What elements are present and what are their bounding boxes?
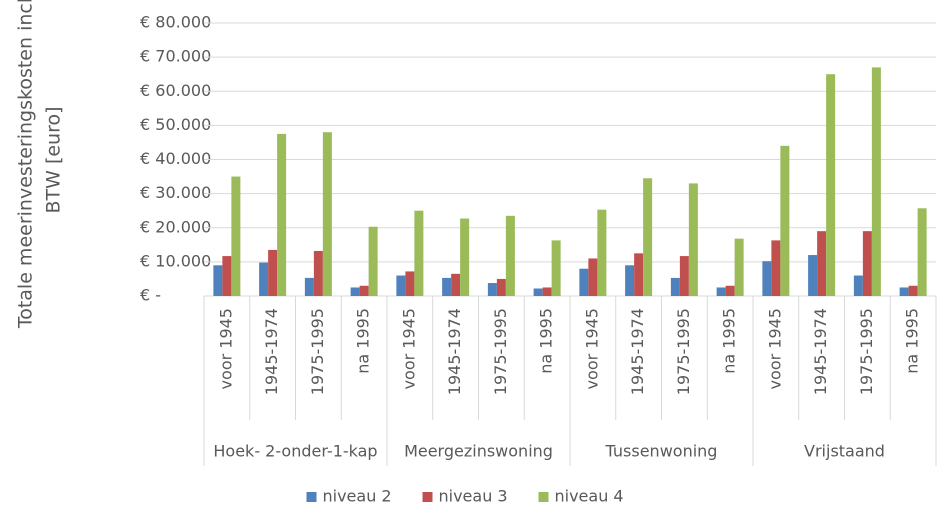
- bar: [643, 178, 653, 296]
- bar: [496, 278, 506, 296]
- bar: [817, 231, 827, 296]
- bar: [259, 262, 269, 296]
- bar: [862, 231, 872, 296]
- bar: [304, 277, 314, 296]
- y-axis-title-line: Totale meerinvesteringskosten incl.: [15, 0, 37, 329]
- bar: [597, 209, 607, 296]
- bar: [359, 285, 369, 296]
- bar: [451, 273, 461, 296]
- x-tick-label: 1975-1995: [674, 308, 693, 395]
- bar: [725, 285, 735, 296]
- x-tick-label: voor 1945: [765, 308, 784, 389]
- bar: [670, 277, 680, 296]
- legend-swatch: [422, 492, 433, 502]
- bar: [231, 176, 241, 296]
- bar: [442, 277, 452, 296]
- x-tick-label: voor 1945: [582, 308, 601, 389]
- x-tick-label: na 1995: [903, 308, 922, 374]
- x-tick-label: 1945-1974: [445, 308, 464, 395]
- bar: [350, 287, 360, 296]
- bar: [853, 275, 863, 296]
- x-tick-label: 1975-1995: [308, 308, 327, 395]
- y-tick-label: € 60.000: [140, 81, 211, 100]
- bar: [899, 287, 909, 296]
- bar: [487, 283, 497, 296]
- bar: [542, 287, 552, 296]
- y-axis-title-line: BTW [euro]: [43, 106, 65, 213]
- bar: [579, 268, 589, 296]
- x-tick-label: na 1995: [537, 308, 556, 374]
- y-tick-label: € 30.000: [140, 183, 211, 202]
- y-tick-label: € 80.000: [140, 13, 211, 32]
- bar: [871, 67, 881, 296]
- x-tick-label: voor 1945: [399, 308, 418, 389]
- legend-label: niveau 3: [439, 487, 508, 506]
- bar: [222, 256, 232, 296]
- legend-label: niveau 2: [323, 487, 392, 506]
- bar: [414, 210, 424, 296]
- bar: [780, 145, 790, 296]
- x-tick-label: 1975-1995: [857, 308, 876, 395]
- bar: [688, 183, 698, 296]
- y-tick-label: € 70.000: [140, 47, 211, 66]
- legend: niveau 2 niveau 3 niveau 4: [306, 487, 624, 506]
- legend-label: niveau 4: [555, 487, 624, 506]
- bar: [268, 249, 278, 296]
- bar: [213, 265, 223, 296]
- x-tick-label: na 1995: [354, 308, 373, 374]
- x-tick-label: 1945-1974: [262, 308, 281, 395]
- bar: [808, 255, 818, 296]
- group-label: Meergezinswoning: [404, 442, 553, 461]
- bar: [908, 285, 918, 296]
- bar: [405, 271, 415, 296]
- y-tick-label: € 50.000: [140, 115, 211, 134]
- x-tick-label: 1975-1995: [491, 308, 510, 395]
- bar: [762, 261, 772, 296]
- y-axis-title: Totale meerinvesteringskosten incl. BTW …: [15, 0, 65, 329]
- y-tick-label: € 20.000: [140, 217, 211, 236]
- x-tick-label: 1945-1974: [811, 308, 830, 395]
- bar: [716, 287, 726, 296]
- y-tick-label: € -: [140, 286, 161, 305]
- bar: [826, 74, 836, 296]
- bar: [313, 250, 323, 296]
- bar: [679, 256, 689, 296]
- bar: [551, 240, 561, 296]
- bar: [322, 132, 332, 296]
- x-tick-label: na 1995: [720, 308, 739, 374]
- group-label: Hoek- 2-onder-1-kap: [213, 442, 377, 461]
- bar: [771, 240, 781, 296]
- group-label: Vrijstaand: [804, 442, 885, 461]
- bar: [734, 238, 744, 296]
- legend-swatch: [538, 492, 549, 502]
- group-label: Tussenwoning: [605, 442, 718, 461]
- y-tick-label: € 40.000: [140, 149, 211, 168]
- bar: [588, 258, 598, 296]
- bar: [533, 288, 543, 296]
- bar: [505, 215, 515, 296]
- bar: [460, 218, 470, 296]
- bar: [396, 275, 406, 296]
- bar: [368, 226, 378, 296]
- x-tick-label: 1945-1974: [628, 308, 647, 395]
- legend-swatch: [306, 492, 317, 502]
- bar: [634, 253, 644, 296]
- y-tick-label: € 10.000: [140, 251, 211, 270]
- bar: [917, 208, 927, 296]
- x-tick-label: voor 1945: [216, 308, 235, 389]
- bar: [277, 133, 287, 296]
- bar: [625, 265, 635, 296]
